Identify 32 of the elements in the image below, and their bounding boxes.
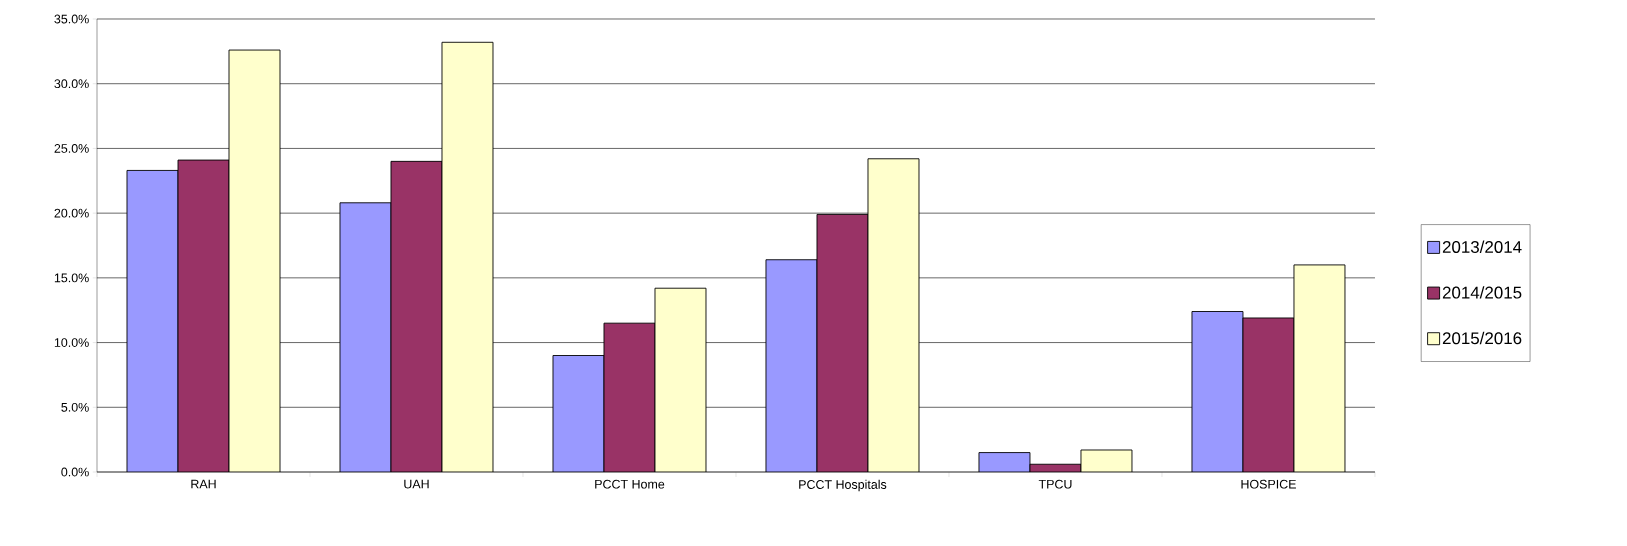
bar <box>1191 311 1244 472</box>
y-tick-label: 10.0% <box>54 338 89 347</box>
bar <box>1293 264 1346 472</box>
bar <box>1242 317 1295 472</box>
y-tick-label: 25.0% <box>54 144 89 153</box>
legend-label: 2015/2016 <box>1442 331 1522 345</box>
y-tick-label: 35.0% <box>54 14 89 24</box>
bar <box>390 161 442 472</box>
bar <box>867 158 920 472</box>
bar <box>126 169 179 472</box>
bar <box>177 159 230 472</box>
bar <box>654 287 707 472</box>
bar <box>603 322 656 472</box>
bar <box>765 259 818 472</box>
bar <box>441 42 493 472</box>
x-tick-label: TPCU <box>1038 479 1072 489</box>
y-tick-label: 15.0% <box>54 273 89 283</box>
legend-label: 2014/2015 <box>1442 286 1522 299</box>
x-tick-label: HOSPICE <box>1241 479 1296 489</box>
bar <box>816 213 869 472</box>
x-tick-label: PCCT Hospitals <box>799 479 887 492</box>
bar <box>339 202 391 472</box>
y-tick-label: 0.0% <box>61 467 89 477</box>
y-tick-label: 20.0% <box>54 208 89 218</box>
x-tick-label: UAH <box>404 479 429 489</box>
x-tick-label: RAH <box>191 479 216 489</box>
y-tick-label: 30.0% <box>54 79 89 89</box>
y-tick-label: 5.0% <box>61 402 89 412</box>
x-tick-label: PCCT Home <box>595 479 665 489</box>
bar <box>228 49 281 472</box>
legend-label: 2013/2014 <box>1442 240 1522 253</box>
bar <box>552 355 605 472</box>
